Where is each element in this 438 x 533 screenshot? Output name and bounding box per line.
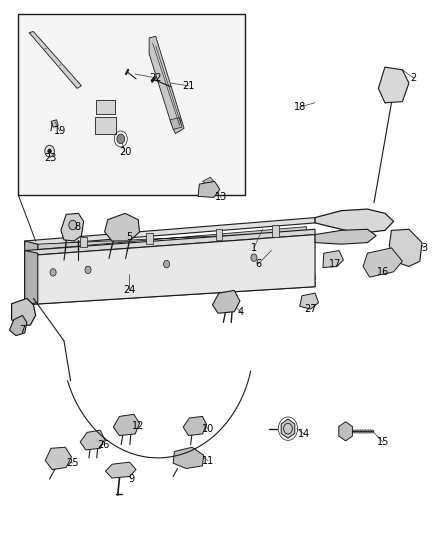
Polygon shape [80,430,105,450]
Polygon shape [315,209,394,233]
Text: 12: 12 [132,421,145,431]
Polygon shape [202,177,214,183]
Text: 2: 2 [410,73,417,83]
Polygon shape [363,248,403,277]
Text: 23: 23 [45,152,57,163]
Polygon shape [25,241,38,298]
Text: 21: 21 [182,81,194,91]
Polygon shape [146,233,152,244]
Polygon shape [183,416,207,435]
Polygon shape [38,227,306,249]
Polygon shape [281,419,295,438]
Polygon shape [38,277,306,296]
Polygon shape [339,422,353,441]
Polygon shape [315,229,376,244]
Text: 14: 14 [298,429,310,439]
Bar [18,14,245,195]
Text: 3: 3 [421,243,427,253]
Text: 4: 4 [238,306,244,317]
Text: 22: 22 [149,73,162,83]
Polygon shape [212,290,240,313]
Polygon shape [25,274,315,298]
Text: 27: 27 [304,304,317,314]
Circle shape [69,220,77,230]
Text: 11: 11 [202,456,214,465]
Polygon shape [215,229,223,240]
Text: 15: 15 [377,437,389,447]
Text: 24: 24 [124,286,136,295]
Circle shape [48,149,51,154]
Text: 6: 6 [255,259,261,269]
Circle shape [45,146,54,157]
Text: 17: 17 [328,259,341,269]
Polygon shape [45,447,71,470]
Polygon shape [170,118,182,130]
Polygon shape [51,120,58,127]
Polygon shape [105,213,140,241]
Polygon shape [113,414,140,435]
Text: 18: 18 [293,102,306,112]
Text: 7: 7 [19,325,26,335]
Polygon shape [61,213,84,241]
Polygon shape [10,316,27,336]
Polygon shape [106,462,136,478]
Text: 10: 10 [202,424,214,434]
Circle shape [85,266,91,273]
Bar [96,100,115,115]
Polygon shape [25,281,315,305]
Text: 8: 8 [74,222,80,232]
Polygon shape [29,31,81,88]
Polygon shape [173,447,204,469]
Polygon shape [25,251,38,305]
Polygon shape [378,67,409,103]
Text: 5: 5 [127,232,133,243]
Text: 25: 25 [67,458,79,468]
Polygon shape [12,298,35,326]
Text: 20: 20 [119,147,131,157]
Polygon shape [389,229,422,266]
Text: 16: 16 [377,267,389,277]
Text: 26: 26 [97,440,110,450]
Circle shape [163,260,170,268]
Polygon shape [25,235,315,305]
Polygon shape [149,36,184,134]
Text: 9: 9 [129,474,135,484]
Bar [95,117,117,134]
Polygon shape [25,217,315,246]
Polygon shape [198,181,220,197]
Circle shape [117,134,125,144]
Circle shape [50,269,56,276]
Text: 19: 19 [53,126,66,136]
Polygon shape [25,229,315,256]
Polygon shape [272,225,279,237]
Polygon shape [300,293,318,309]
Polygon shape [323,251,343,268]
Text: 1: 1 [251,243,257,253]
Polygon shape [80,237,87,247]
Text: 13: 13 [215,192,227,203]
Circle shape [251,254,257,261]
